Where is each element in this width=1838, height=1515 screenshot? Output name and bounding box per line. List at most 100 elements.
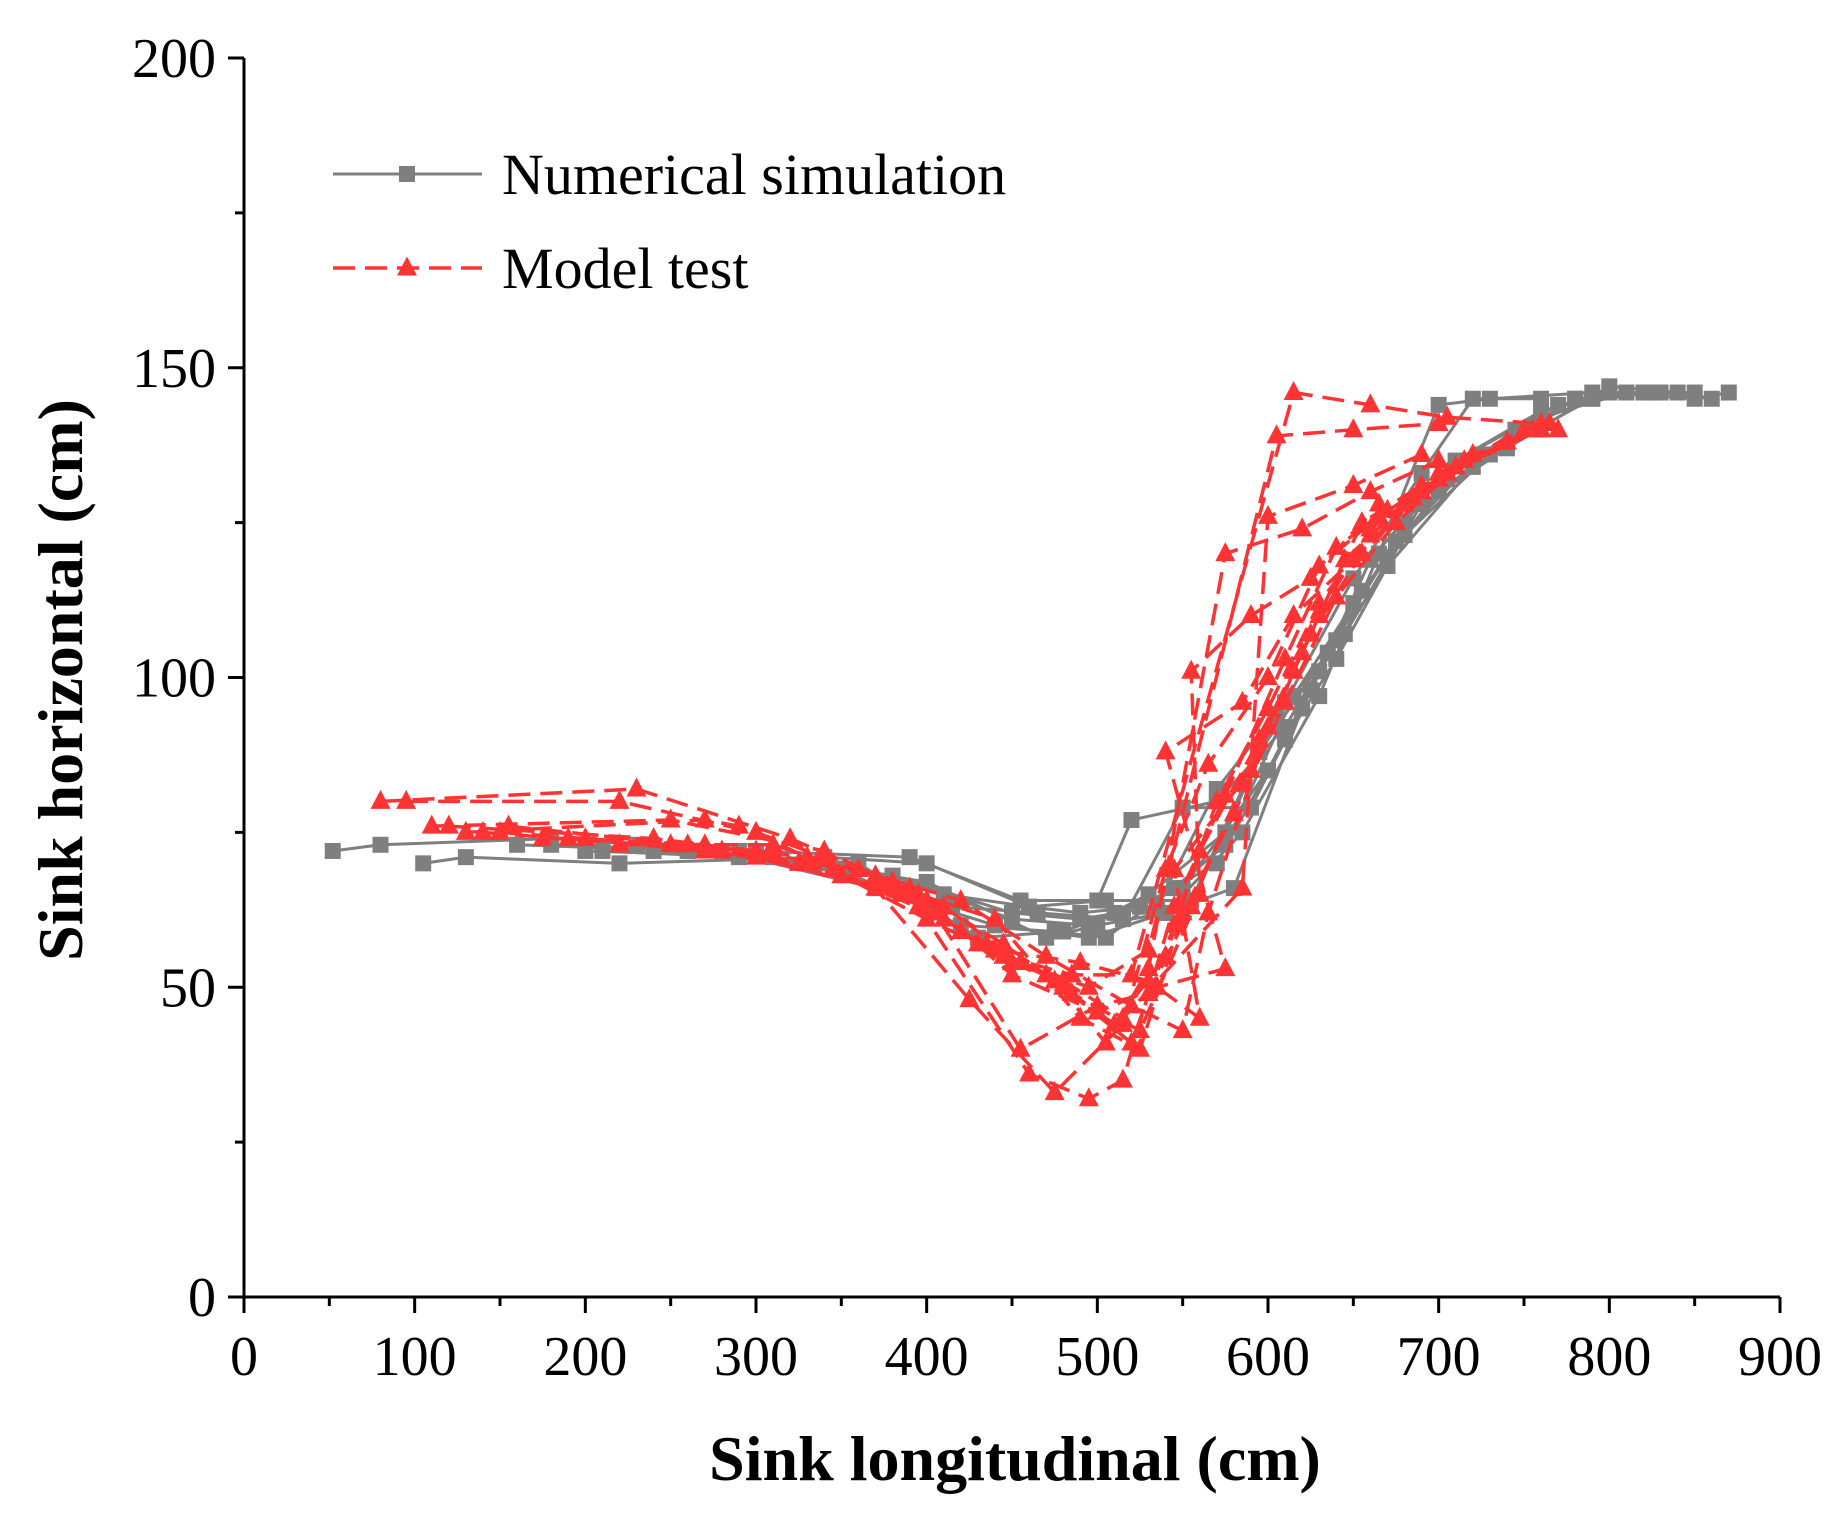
- data-point: [1703, 390, 1720, 407]
- data-point: [1089, 917, 1106, 934]
- data-point: [1078, 975, 1099, 995]
- series-line: [619, 502, 1381, 1033]
- data-point: [1283, 604, 1304, 624]
- data-point: [1360, 393, 1381, 413]
- data-point: [1437, 405, 1458, 425]
- data-point: [1309, 554, 1330, 574]
- data-point: [1172, 1019, 1193, 1039]
- data-point: [1292, 517, 1313, 537]
- data-point: [1275, 647, 1296, 667]
- data-point: [1189, 1006, 1210, 1026]
- x-tick-label: 200: [543, 1326, 627, 1388]
- y-tick-label: 100: [132, 648, 216, 710]
- data-point: [1584, 384, 1601, 401]
- y-ticks: 0 50 100 150 200: [132, 28, 244, 1329]
- x-tick-label: 900: [1738, 1326, 1822, 1388]
- data-point: [457, 849, 474, 866]
- data-point: [1601, 378, 1618, 395]
- data-point: [950, 889, 971, 909]
- data-point: [1061, 963, 1082, 983]
- data-point: [1326, 585, 1347, 605]
- x-tick-label: 500: [1055, 1326, 1139, 1388]
- data-point: [1258, 696, 1278, 716]
- series-layer: [324, 378, 1737, 1107]
- data-point: [1215, 542, 1236, 562]
- data-point: [1215, 957, 1236, 977]
- data-point: [1181, 659, 1202, 679]
- data-point: [1138, 957, 1159, 977]
- data-point: [1097, 892, 1114, 909]
- data-point: [1258, 504, 1278, 524]
- data-point: [1206, 789, 1227, 809]
- data-point: [1386, 511, 1406, 531]
- data-point: [643, 827, 664, 847]
- x-tick-label: 100: [373, 1326, 457, 1388]
- data-point: [797, 845, 818, 865]
- data-point: [1283, 381, 1304, 401]
- data-point: [1403, 486, 1424, 506]
- data-point: [694, 808, 715, 828]
- series-line: [670, 459, 1440, 1045]
- y-tick-label: 50: [160, 957, 216, 1019]
- data-point: [1021, 898, 1038, 915]
- data-point: [1078, 1087, 1099, 1107]
- data-point: [1428, 449, 1449, 469]
- data-point: [1686, 384, 1703, 401]
- y-axis-title: Sink horizontal (cm): [25, 399, 96, 961]
- data-point: [370, 789, 391, 809]
- data-point: [959, 988, 980, 1008]
- series-line: [585, 496, 1415, 1014]
- data-point: [984, 907, 1005, 927]
- data-point: [1002, 963, 1022, 983]
- y-tick-label: 0: [188, 1267, 216, 1329]
- data-point: [1036, 944, 1057, 964]
- legend-marker: [397, 256, 417, 276]
- data-point: [1343, 548, 1364, 568]
- data-point: [1155, 740, 1176, 760]
- data-point: [1319, 644, 1336, 661]
- data-point: [1181, 895, 1202, 915]
- data-point: [1411, 442, 1432, 462]
- data-point: [1147, 975, 1168, 995]
- x-tick-label: 600: [1226, 1326, 1310, 1388]
- series-numerical-simulation: [324, 378, 1737, 946]
- data-point: [1240, 604, 1261, 624]
- data-point: [611, 855, 628, 872]
- data-point: [993, 944, 1014, 964]
- data-point: [746, 839, 766, 859]
- data-point: [609, 833, 630, 853]
- data-point: [1130, 1037, 1150, 1057]
- data-point: [1464, 390, 1481, 407]
- data-point: [1413, 465, 1430, 482]
- data-point: [415, 855, 432, 872]
- legend-marker: [399, 166, 415, 182]
- axes: 0 100 200 300 400 500 600 700 800 900 0 50 100 150 20…: [132, 28, 1822, 1388]
- data-point: [626, 777, 647, 797]
- series-line: [508, 453, 1474, 1051]
- data-point: [1368, 492, 1389, 512]
- data-point: [1070, 950, 1091, 970]
- data-point: [396, 789, 417, 809]
- data-point: [1550, 396, 1567, 413]
- data-point: [575, 827, 596, 847]
- data-point: [472, 820, 493, 840]
- data-point: [1044, 1081, 1065, 1101]
- data-point: [324, 842, 341, 859]
- data-point: [1343, 473, 1364, 493]
- data-point: [933, 895, 954, 915]
- legend-label: Numerical simulation: [502, 142, 1006, 207]
- x-ticks: 0 100 200 300 400 500 600 700 800 900: [230, 1297, 1822, 1388]
- x-tick-label: 300: [714, 1326, 798, 1388]
- data-point: [1019, 1062, 1040, 1082]
- x-tick-label: 800: [1567, 1326, 1651, 1388]
- data-point: [728, 814, 749, 834]
- data-point: [1462, 442, 1483, 462]
- data-point: [660, 833, 681, 853]
- data-point: [372, 836, 389, 853]
- data-point: [1198, 752, 1219, 772]
- data-point: [1189, 882, 1210, 902]
- data-point: [1112, 1006, 1133, 1026]
- data-point: [1548, 418, 1569, 438]
- data-point: [865, 864, 886, 884]
